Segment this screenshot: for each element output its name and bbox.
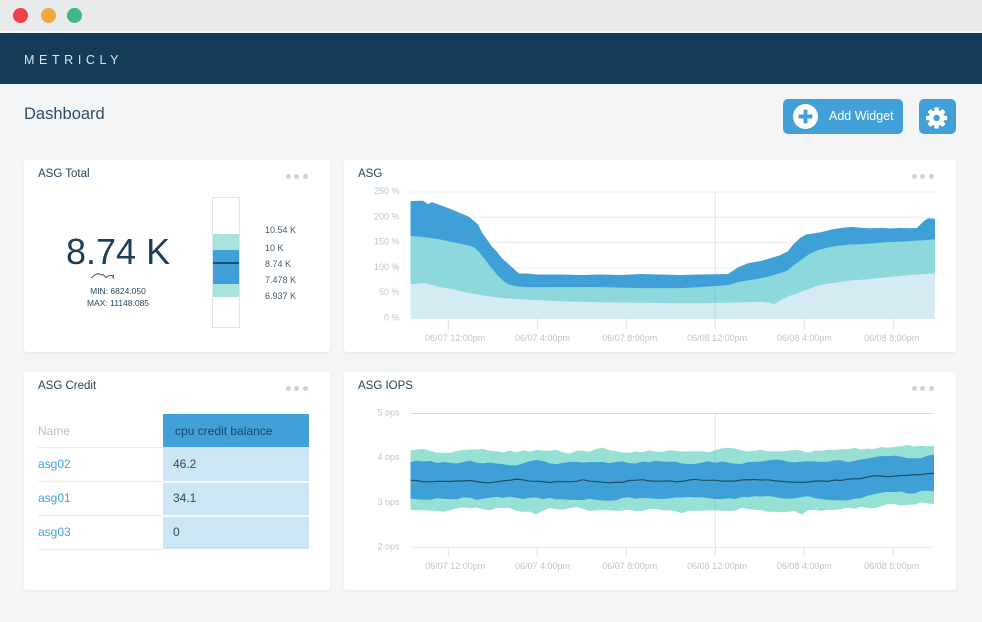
svg-text:2 ops: 2 ops <box>377 542 400 552</box>
svg-text:06/08 4:00pm: 06/08 4:00pm <box>777 333 832 343</box>
svg-text:06/08 12:00pm: 06/08 12:00pm <box>687 333 747 343</box>
svg-text:3 ops: 3 ops <box>377 497 400 507</box>
svg-text:0 %: 0 % <box>384 313 400 323</box>
svg-text:06/08 8:00pm: 06/08 8:00pm <box>864 333 919 343</box>
svg-text:06/07 4:00pm: 06/07 4:00pm <box>515 333 570 343</box>
svg-text:5 ops: 5 ops <box>377 408 400 418</box>
svg-text:06/08 8:00pm: 06/08 8:00pm <box>864 561 919 571</box>
svg-text:100 %: 100 % <box>374 262 400 272</box>
svg-text:50 %: 50 % <box>379 287 400 297</box>
svg-text:06/08 4:00pm: 06/08 4:00pm <box>777 561 832 571</box>
svg-text:06/07 4:00pm: 06/07 4:00pm <box>515 561 570 571</box>
svg-text:4 ops: 4 ops <box>377 452 400 462</box>
svg-text:06/08 12:00pm: 06/08 12:00pm <box>687 561 747 571</box>
svg-text:150 %: 150 % <box>374 237 400 247</box>
svg-text:200 %: 200 % <box>374 211 400 221</box>
svg-text:06/07 12:00pm: 06/07 12:00pm <box>425 333 485 343</box>
svg-text:06/07 12:00pm: 06/07 12:00pm <box>425 561 485 571</box>
svg-text:250 %: 250 % <box>374 186 400 196</box>
svg-text:06/07 8:00pm: 06/07 8:00pm <box>602 333 657 343</box>
svg-text:06/07 8:00pm: 06/07 8:00pm <box>602 561 657 571</box>
